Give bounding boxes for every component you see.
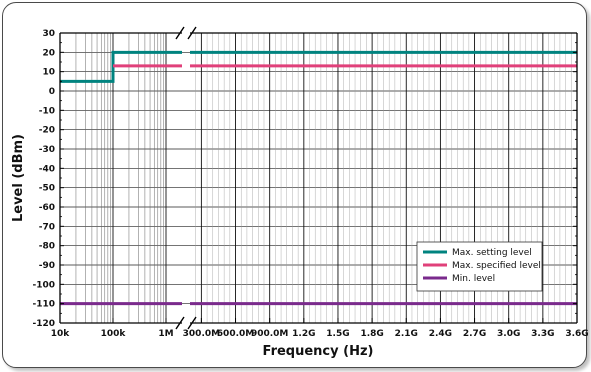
- axis-break-gap-top: [182, 21, 190, 35]
- y-tick-label: 20: [42, 48, 55, 58]
- x-tick-label: 600.0M: [217, 329, 254, 339]
- axes: 30 20 10 0 -10 -20 -30 -40 -50 -60 -70 -80 -90 -100 -1…: [11, 29, 589, 359]
- x-tick-label: 3.0G: [497, 329, 520, 339]
- y-tick-label: -70: [39, 222, 55, 232]
- x-tick-label: 900.0M: [251, 329, 288, 339]
- axis-break-gap-bottom: [182, 321, 190, 335]
- x-tick-label: 1.2G: [292, 329, 315, 339]
- x-axis-title: Frequency (Hz): [263, 344, 374, 359]
- legend-label: Max. specified level: [452, 261, 541, 271]
- y-tick-label: -80: [39, 242, 55, 252]
- y-tick-label: 0: [49, 87, 55, 97]
- x-tick-label: 1M: [158, 329, 173, 339]
- y-tick-label: -60: [39, 203, 55, 213]
- y-tick-label: 10: [42, 68, 55, 78]
- x-tick-label: 100k: [101, 329, 127, 339]
- x-tick-label: 10k: [51, 329, 71, 339]
- x-tick-label: 3.3G: [531, 329, 554, 339]
- x-tick-label: 1.8G: [360, 329, 383, 339]
- y-tick-label: -50: [39, 184, 55, 194]
- legend-label: Min. level: [452, 274, 495, 284]
- legend-label: Max. setting level: [452, 248, 532, 258]
- y-axis-title: Level (dBm): [11, 134, 26, 222]
- y-tick-label: -30: [39, 145, 55, 155]
- legend: Max. setting level Max. specified level Mi…: [416, 241, 543, 292]
- series-layer: [60, 50, 577, 306]
- x-tick-label: 2.4G: [429, 329, 452, 339]
- y-tick-label: -110: [32, 300, 55, 310]
- x-tick-label: 3.6G: [565, 329, 588, 339]
- y-tick-label: -10: [39, 106, 55, 116]
- x-tick-label: 1.5G: [326, 329, 349, 339]
- x-tick-label: 2.1G: [395, 329, 418, 339]
- x-tick-label: 2.7G: [463, 329, 486, 339]
- y-tick-label: -40: [39, 164, 55, 174]
- y-tick-label: 30: [42, 29, 55, 39]
- y-tick-label: -120: [32, 319, 55, 329]
- x-tick-label: 300.0M: [183, 329, 220, 339]
- y-tick-label: -90: [39, 261, 55, 271]
- y-tick-label: -20: [39, 126, 55, 136]
- y-tick-label: -100: [32, 280, 55, 290]
